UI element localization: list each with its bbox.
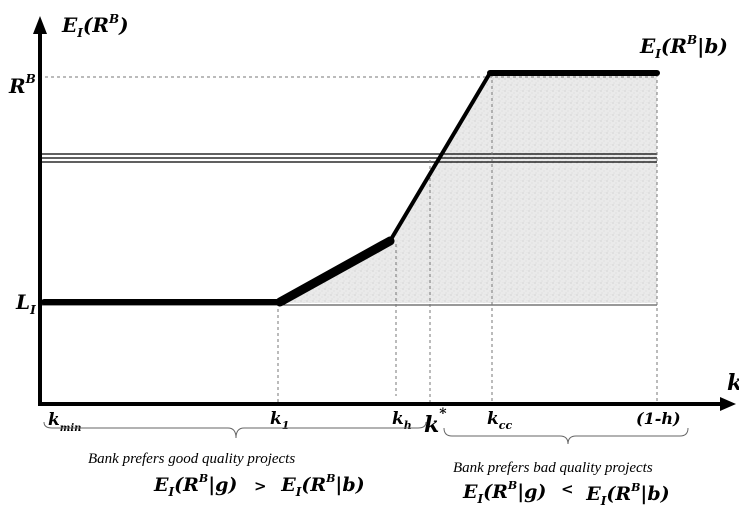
good-quality-caption: Bank prefers good quality projects <box>88 451 295 467</box>
good-quality-equation: EI(RB|g) > EI(RB|b) <box>153 472 365 499</box>
kstar-tick-label: k* <box>424 406 447 438</box>
shaded-region <box>280 73 657 303</box>
li-tick-label: LI <box>15 290 36 317</box>
bad-quality-caption: Bank prefers bad quality projects <box>453 460 653 476</box>
y-axis-arrow <box>33 16 47 34</box>
y-axis-label: EI(RB) <box>61 12 129 40</box>
x-axis-label: k <box>727 370 739 396</box>
bad-region-brace <box>443 427 689 445</box>
rb-tick-label: RB <box>8 72 36 98</box>
curve <box>41 70 660 307</box>
k1-tick-label: k1 <box>270 409 289 432</box>
triple-horizontal-line <box>40 153 657 163</box>
bad-quality-equation: EI(RB|g) < EI(RB|b) <box>462 477 670 508</box>
one-minus-h-tick-label: (1-h) <box>636 409 681 428</box>
kmin-tick-label: kmin <box>48 410 81 434</box>
good-region-brace <box>43 421 427 439</box>
kh-tick-label: kh <box>392 409 412 432</box>
curve-label: EI(RB|b) <box>639 33 728 61</box>
kcc-tick-label: kcc <box>487 409 512 432</box>
x-axis-arrow <box>720 397 736 411</box>
vertical-guides <box>277 74 658 404</box>
